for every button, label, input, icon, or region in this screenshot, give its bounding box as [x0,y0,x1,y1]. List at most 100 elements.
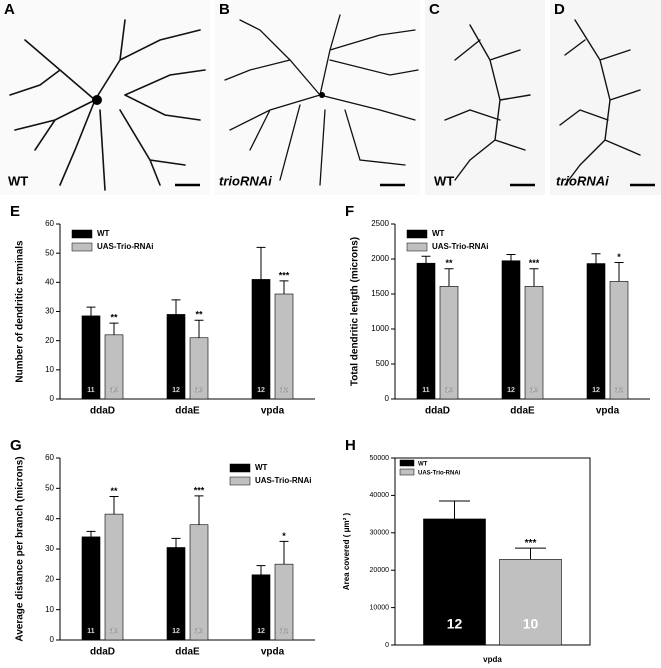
significance: *** [525,538,537,549]
error-bar [506,253,516,261]
bar [104,513,124,641]
sample-size: 12 [257,628,265,635]
y-tick-label: 10 [45,605,54,614]
sample-size: 12 [257,387,265,394]
panel-letter: F [345,203,354,220]
x-tick-label: vpda [596,406,620,417]
sample-size: 10 [195,628,203,635]
sample-size: 10 [445,387,453,394]
y-tick-label: 10 [45,365,54,374]
bar [609,281,629,400]
sample-size: 10 [530,387,538,394]
sample-size: 12 [280,628,288,635]
legend-swatch [406,229,428,239]
y-tick-label: 40000 [370,492,390,499]
x-tick-label: ddaE [175,647,200,658]
sample-size: 11 [87,387,95,394]
error-bar [86,530,96,537]
error-bar [171,299,181,315]
significance: * [617,252,621,262]
plot-frame [394,457,591,646]
image-label: WT [8,173,28,188]
error-bar [591,253,601,264]
y-tick-label: 50000 [370,455,390,462]
y-tick-label: 0 [385,394,390,403]
x-tick-label: vpda [261,406,285,417]
x-tick-label: ddaE [175,406,200,417]
y-tick-label: 20 [45,336,54,345]
y-tick-label: 50 [45,483,54,492]
bar [274,293,294,400]
bar [499,559,562,646]
legend-label: WT [97,229,110,238]
error-bar [515,547,546,560]
legend-label: WT [255,463,268,472]
sample-size: 12 [447,616,463,632]
y-tick-label: 10000 [370,604,390,611]
micrographs [0,0,661,195]
y-tick-label: 40 [45,277,54,286]
legend-label: WT [418,462,428,468]
legend-swatch [399,459,415,467]
error-bar [529,268,539,287]
bar [166,547,186,641]
error-bar [439,500,470,519]
sample-size: 10 [195,387,203,394]
significance: *** [529,258,540,268]
image-d [550,0,661,195]
sample-size: 10 [523,616,539,632]
error-bar [279,540,289,565]
panel-letter: E [10,203,20,220]
y-tick-label: 60 [45,219,54,228]
sample-size: 12 [592,387,600,394]
error-bar [194,319,204,338]
y-tick-label: 30 [45,544,54,553]
x-tick-label: ddaE [510,406,535,417]
legend-label: UAS-Trio-RNAi [97,242,153,251]
sample-size: 11 [87,628,95,635]
sample-size: 12 [172,628,180,635]
y-axis-label: Number of dendritic terminals [15,240,26,383]
image-label: trioRNAi [556,173,609,188]
error-bar [109,322,119,335]
y-tick-label: 0 [385,642,389,649]
error-bar [279,280,289,294]
y-tick-label: 2000 [371,254,389,263]
legend-swatch [229,463,251,473]
bar [439,285,459,400]
bar [524,285,544,400]
significance: *** [279,270,290,280]
bar [81,536,101,641]
neuron [9,19,206,191]
legend-label: UAS-Trio-RNAi [255,476,311,485]
y-tick-label: 2500 [371,219,389,228]
error-bar [256,565,266,575]
y-tick-label: 1000 [371,324,389,333]
sample-size: 11 [422,387,430,394]
error-bar [86,306,96,316]
significance: ** [195,310,203,320]
y-tick-label: 30 [45,307,54,316]
bar [423,518,486,646]
y-tick-label: 0 [50,394,55,403]
error-bar [256,246,266,280]
sample-size: 10 [110,387,118,394]
y-tick-label: 0 [50,635,55,644]
sample-size: 12 [507,387,515,394]
significance: ** [110,313,118,323]
image-a [0,0,210,195]
y-tick-label: 20 [45,574,54,583]
bar [586,263,606,400]
y-tick-label: 40 [45,514,54,523]
soma [319,92,325,98]
legend-swatch [229,476,251,486]
y-tick-label: 30000 [370,530,390,537]
panel-letter: A [4,1,15,18]
neuron [224,14,419,186]
error-bar [444,268,454,287]
bar [416,262,436,400]
y-tick-label: 20000 [370,567,390,574]
bar [501,260,521,400]
y-axis-label: Total dendritic length (microns) [350,237,361,386]
